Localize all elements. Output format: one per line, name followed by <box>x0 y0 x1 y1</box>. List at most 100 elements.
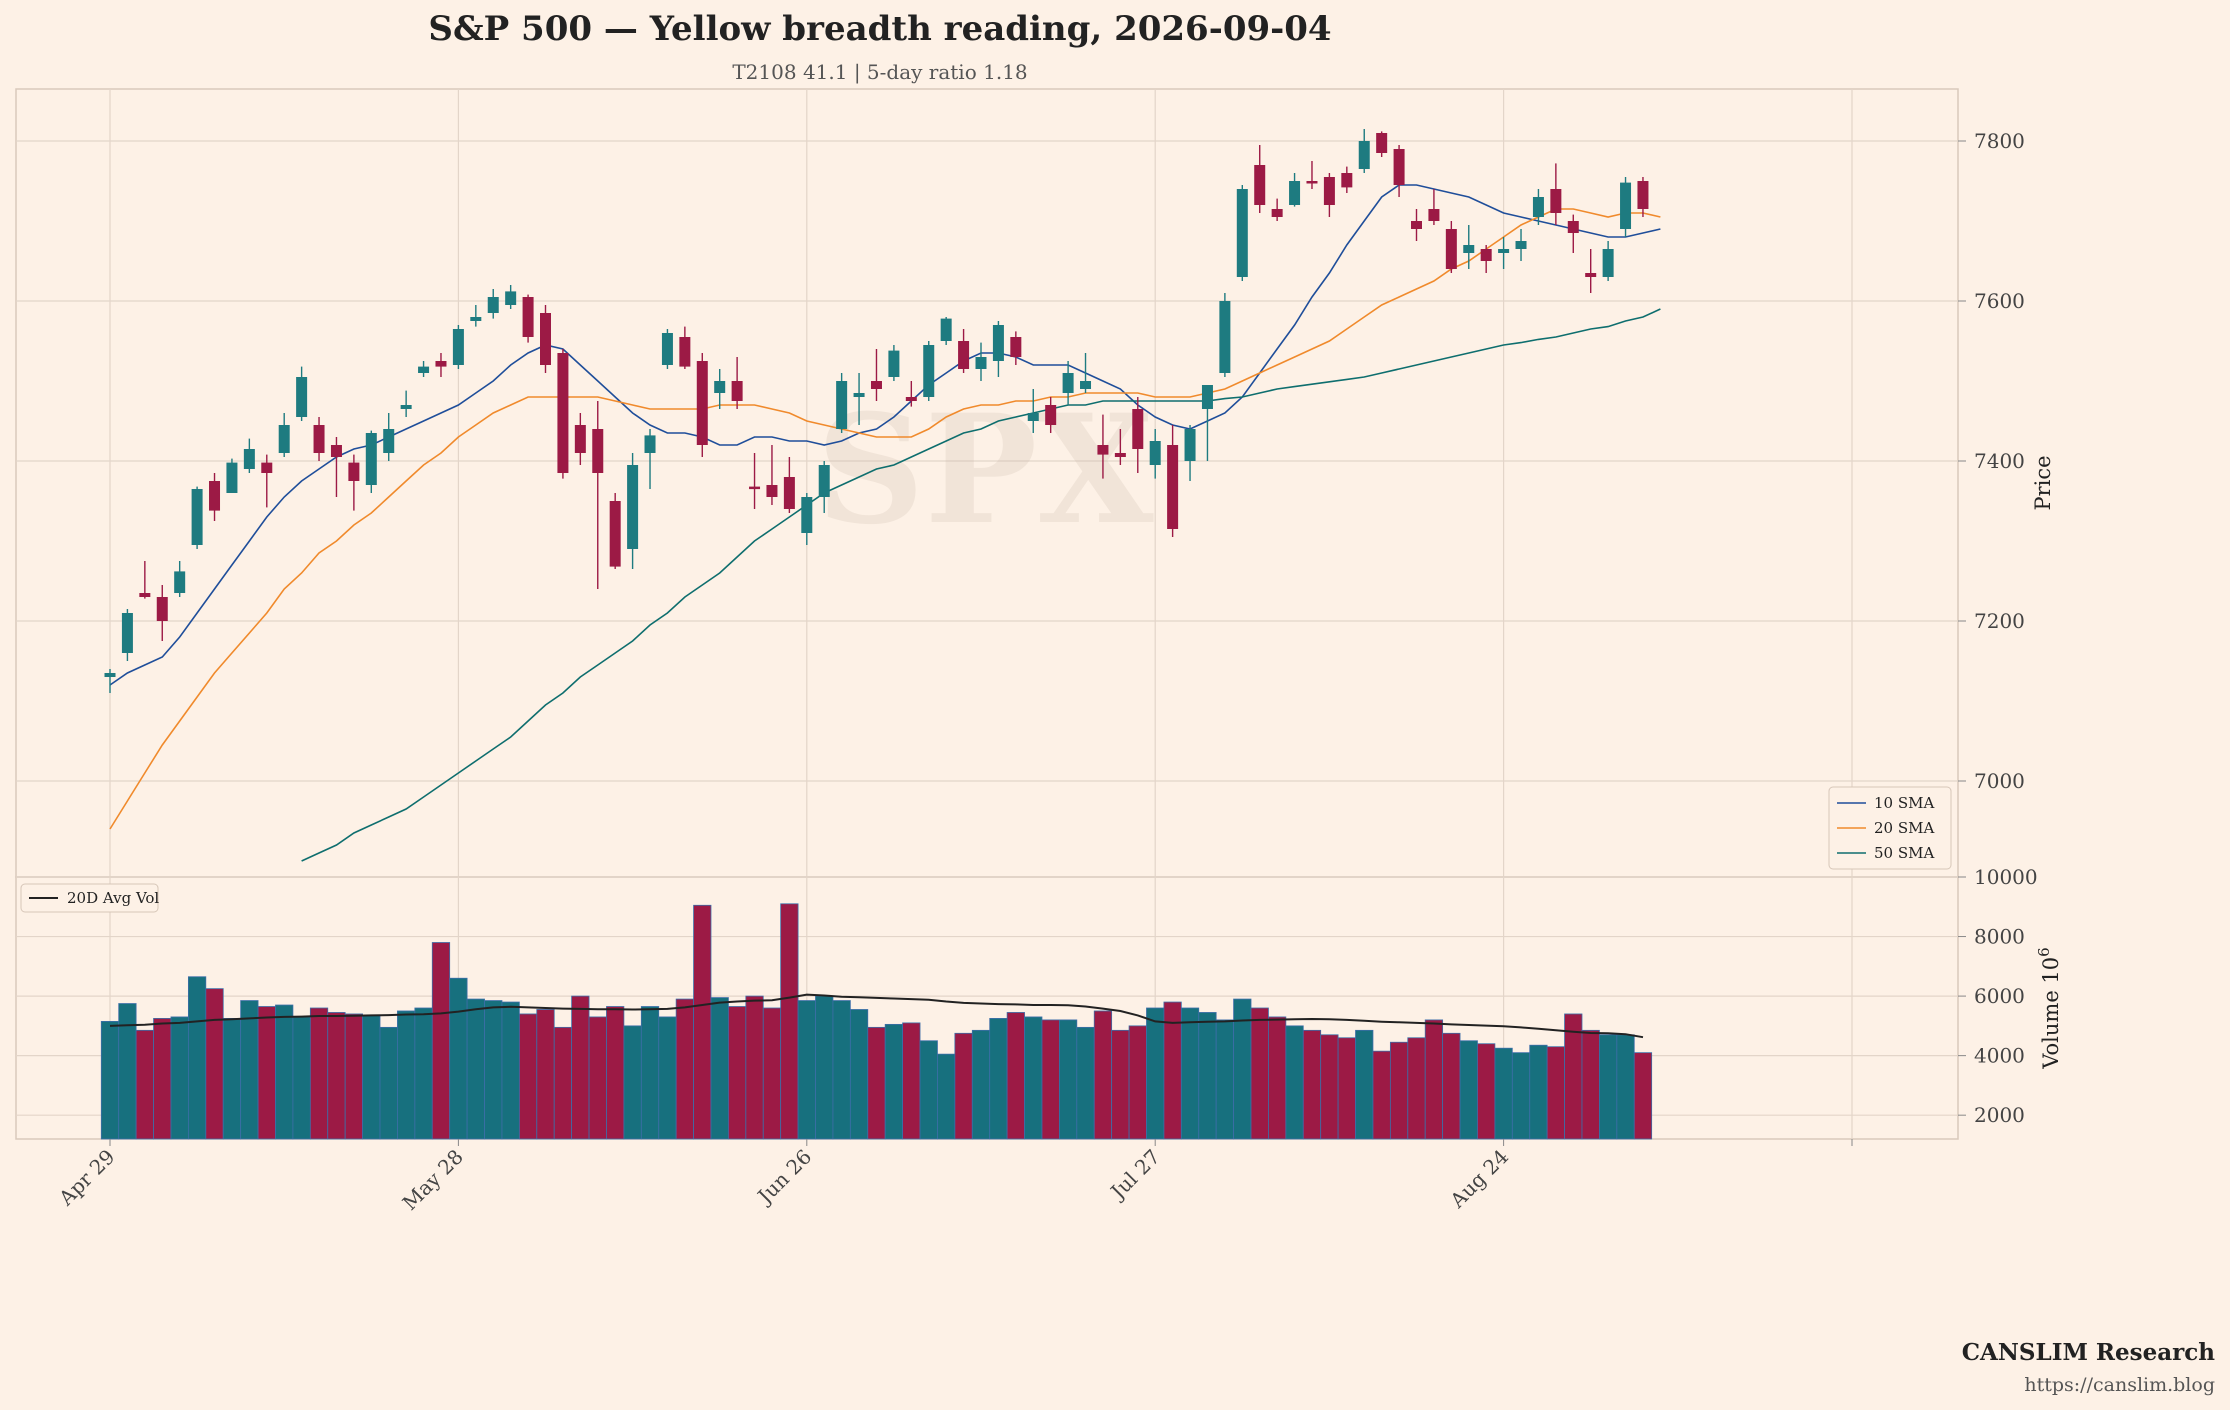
candle-54 <box>1045 397 1057 433</box>
volume-bars <box>100 903 1653 1140</box>
volume-bar-13 <box>327 1012 346 1140</box>
candle-3 <box>156 585 168 641</box>
volume-bar-21 <box>466 998 485 1140</box>
candle-body-48 <box>940 318 952 341</box>
volume-bar-50 <box>971 1029 991 1140</box>
volume-bar-22 <box>484 1000 503 1140</box>
volume-bar-41 <box>815 995 834 1140</box>
candle-body-29 <box>609 501 621 567</box>
candle-9 <box>261 454 273 508</box>
candle-body-5 <box>191 489 203 545</box>
candle-70 <box>1323 173 1335 217</box>
candle-0 <box>104 669 116 693</box>
candle-body-19 <box>435 361 447 367</box>
candle-75 <box>1411 209 1422 241</box>
candle-7 <box>226 458 238 493</box>
candle-body-63 <box>1201 385 1213 409</box>
candle-body-87 <box>1620 182 1632 229</box>
candle-44 <box>870 349 882 401</box>
volume-legend: 20D Avg Vol <box>20 883 159 913</box>
candle-body-23 <box>505 291 517 305</box>
candle-body-68 <box>1289 181 1301 205</box>
candle-29 <box>609 493 621 569</box>
volume-bar-68 <box>1285 1025 1304 1140</box>
volume-axis-label-exponent: 6 <box>2035 947 2053 957</box>
candle-body-65 <box>1236 189 1248 277</box>
candle-body-40 <box>801 497 813 533</box>
candle-74 <box>1393 145 1405 197</box>
candle-body-6 <box>209 481 221 511</box>
volume-bar-59 <box>1128 1025 1147 1140</box>
candle-body-78 <box>1463 245 1475 253</box>
volume-bar-0 <box>100 1020 120 1140</box>
candle-72 <box>1358 129 1370 173</box>
candle-52 <box>1010 331 1022 365</box>
candle-body-45 <box>888 350 900 377</box>
candle-87 <box>1620 177 1632 237</box>
candle-body-36 <box>731 381 743 401</box>
candle-body-75 <box>1411 221 1422 229</box>
volume-bar-86 <box>1599 1034 1618 1140</box>
volume-bar-5 <box>187 976 207 1140</box>
volume-bar-53 <box>1024 1016 1043 1140</box>
candle-25 <box>540 305 551 373</box>
candle-31 <box>644 429 656 489</box>
candle-body-46 <box>905 397 917 401</box>
candle-body-35 <box>714 381 726 393</box>
price-axis-label: Price <box>2031 455 2055 510</box>
candle-body-83 <box>1550 189 1562 213</box>
candle-body-49 <box>958 341 970 369</box>
candle-body-4 <box>174 571 186 593</box>
candle-body-79 <box>1480 249 1492 261</box>
candle-49 <box>958 329 970 373</box>
candle-66 <box>1254 145 1266 213</box>
candles <box>104 129 1649 693</box>
candle-36 <box>731 357 743 409</box>
candle-16 <box>383 413 395 461</box>
volume-bar-56 <box>1076 1026 1095 1140</box>
candle-39 <box>783 457 795 513</box>
candle-body-21 <box>470 317 482 321</box>
candle-body-33 <box>679 337 691 367</box>
candle-82 <box>1532 189 1544 225</box>
candle-10 <box>278 413 290 457</box>
volume-bar-74 <box>1389 1041 1409 1140</box>
candle-body-16 <box>383 429 395 453</box>
volume-bar-87 <box>1616 1034 1635 1140</box>
candle-body-26 <box>557 353 569 473</box>
volume-bar-85 <box>1581 1029 1600 1140</box>
volume-bar-52 <box>1006 1012 1025 1140</box>
candle-34 <box>696 353 708 457</box>
candle-body-1 <box>121 613 133 653</box>
candle-6 <box>209 473 221 521</box>
volume-bar-6 <box>205 988 224 1140</box>
candle-14 <box>348 454 360 511</box>
volume-bar-30 <box>623 1025 642 1140</box>
candle-19 <box>435 353 447 377</box>
candle-84 <box>1567 214 1579 253</box>
candle-1 <box>121 609 133 661</box>
candle-53 <box>1027 389 1039 433</box>
candle-33 <box>679 326 691 369</box>
candle-body-39 <box>783 477 795 509</box>
candle-body-57 <box>1097 445 1109 455</box>
candle-body-34 <box>696 361 708 445</box>
volume-bar-31 <box>640 1006 660 1140</box>
sma-legend-box <box>1828 786 1952 870</box>
candle-body-25 <box>540 313 551 365</box>
brand-name: CANSLIM Research <box>1962 1339 2216 1366</box>
candle-body-62 <box>1184 429 1196 461</box>
x-tick-4: Aug 24 <box>1445 1145 1514 1214</box>
volume-bar-75 <box>1407 1037 1426 1140</box>
volume-bar-63 <box>1198 1012 1217 1140</box>
volume-bar-60 <box>1146 1007 1165 1140</box>
volume-bar-70 <box>1320 1034 1339 1140</box>
candle-67 <box>1271 198 1283 221</box>
price-tick-7400: 7400 <box>1974 449 2025 473</box>
volume-bar-80 <box>1494 1047 1513 1140</box>
candle-8 <box>243 438 255 473</box>
candle-body-14 <box>348 462 360 481</box>
volume-bar-47 <box>919 1040 938 1140</box>
volume-bar-55 <box>1058 1019 1078 1140</box>
candle-body-51 <box>992 325 1004 361</box>
